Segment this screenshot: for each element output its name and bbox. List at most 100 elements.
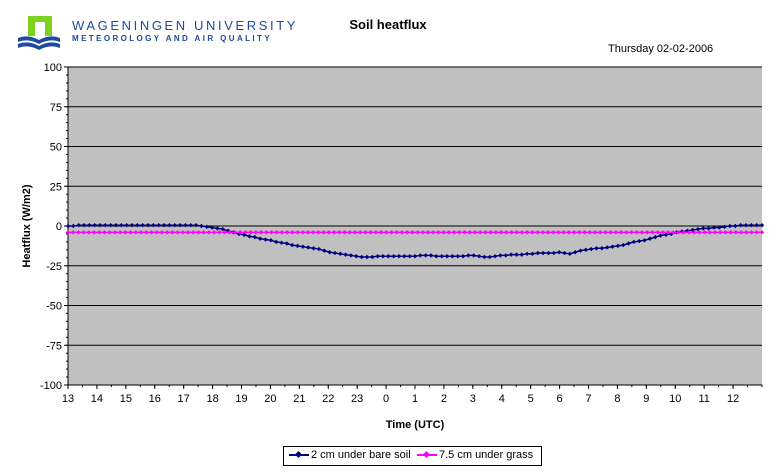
legend: 2 cm under bare soil 7.5 cm under grass (283, 446, 542, 466)
series-2-point (707, 230, 713, 235)
series-1-point (193, 223, 199, 228)
series-1-point (690, 227, 695, 233)
series-1-point (209, 225, 215, 230)
series-2-point (728, 230, 733, 235)
series-2-point (645, 230, 650, 235)
y-tick-label-4: 0 (56, 221, 62, 233)
series-1-point (578, 248, 583, 253)
series-1-point (407, 254, 412, 259)
series-1-point (434, 254, 439, 259)
series-2-point (253, 230, 259, 235)
series-1-point (498, 253, 503, 258)
series-1-point (514, 252, 519, 257)
x-tick-label-11: 0 (383, 393, 389, 405)
series-2-point (133, 230, 139, 235)
x-tick-label-12: 1 (412, 393, 418, 405)
series-1-point (220, 226, 226, 232)
series-2-point (613, 230, 619, 235)
series-2-point (681, 230, 686, 235)
series-2-point (394, 230, 399, 235)
x-tick-label-7: 20 (264, 393, 276, 405)
series-2-point (410, 230, 415, 235)
series-1-point (717, 225, 722, 230)
series-1-point (706, 226, 711, 231)
x-tick-label-0: 13 (62, 393, 74, 405)
series-1-point (124, 223, 129, 228)
series-2-point (530, 230, 535, 235)
series-2-point (237, 230, 243, 235)
series-2-point (498, 230, 504, 235)
series-2-point (712, 230, 718, 235)
legend-swatch-series-1 (289, 450, 309, 460)
series-2-point (431, 230, 436, 235)
series-1-point (284, 241, 290, 246)
series-1-point (354, 254, 359, 259)
series-1-point (145, 223, 151, 228)
legend-label-series-1: 2 cm under bare soil (311, 449, 411, 461)
series-1-point (743, 223, 749, 228)
series-1-point (290, 242, 295, 248)
x-tick-label-15: 4 (499, 393, 505, 405)
series-1-point (701, 226, 706, 231)
series-2-point (222, 230, 227, 235)
x-tick-label-14: 3 (470, 393, 476, 405)
series-1-point (460, 254, 466, 259)
series-1-point (215, 226, 220, 231)
series-1-point (599, 246, 605, 251)
series-2-point (598, 230, 603, 235)
series-1-point (759, 223, 765, 228)
series-2-point (305, 230, 311, 235)
chart-title: Soil heatflux (349, 17, 427, 32)
series-2-point (316, 230, 321, 235)
y-axis-title: Heatflux (W/m2) (21, 184, 33, 267)
series-1-point (503, 253, 508, 258)
y-tick-label-5: -25 (46, 261, 62, 273)
y-tick-label-1: 75 (50, 102, 62, 114)
series-1-point (97, 223, 103, 228)
series-2-point (164, 230, 170, 235)
x-tick-label-1: 14 (91, 393, 103, 405)
series-2-point (618, 230, 624, 235)
org-department: METEOROLOGY AND AIR QUALITY (72, 34, 273, 43)
series-1-point (268, 238, 274, 243)
series-1-point (685, 228, 690, 233)
series-1-point (343, 252, 348, 257)
series-2-point (378, 230, 384, 235)
series-1-point (455, 254, 460, 259)
series-1-point (359, 254, 364, 260)
x-tick-label-17: 6 (557, 393, 563, 405)
series-2-point (634, 230, 639, 235)
series-2-point (337, 230, 342, 235)
y-tick-label-0: 100 (44, 62, 62, 74)
series-2-point (571, 230, 577, 235)
series-1-point (594, 246, 599, 251)
series-1-point (556, 250, 562, 255)
series-1-point (572, 250, 578, 255)
series-2-point (196, 230, 201, 235)
series-2-point (754, 230, 759, 235)
series-2-point (483, 230, 488, 235)
x-tick-label-3: 16 (149, 393, 161, 405)
series-2-point (232, 230, 238, 235)
series-1-point (412, 254, 418, 259)
series-2-point (524, 230, 530, 235)
series-2-point (258, 230, 264, 235)
series-2-point (347, 230, 352, 235)
series-2-point (759, 230, 765, 235)
series-2-point (117, 230, 123, 235)
x-tick-label-18: 7 (585, 393, 591, 405)
series-2-point (373, 230, 379, 235)
series-2-point (300, 230, 306, 235)
series-2-point (561, 230, 566, 235)
series-1-point (402, 254, 407, 259)
series-2-point (321, 230, 326, 235)
series-2-point (274, 230, 279, 235)
series-2-point (227, 230, 232, 235)
x-tick-label-2: 15 (120, 393, 132, 405)
series-2-point (718, 230, 723, 235)
series-1-point (508, 252, 514, 257)
series-2-point (702, 230, 707, 235)
series-1-point (391, 254, 396, 259)
legend-label-series-2: 7.5 cm under grass (439, 449, 534, 461)
